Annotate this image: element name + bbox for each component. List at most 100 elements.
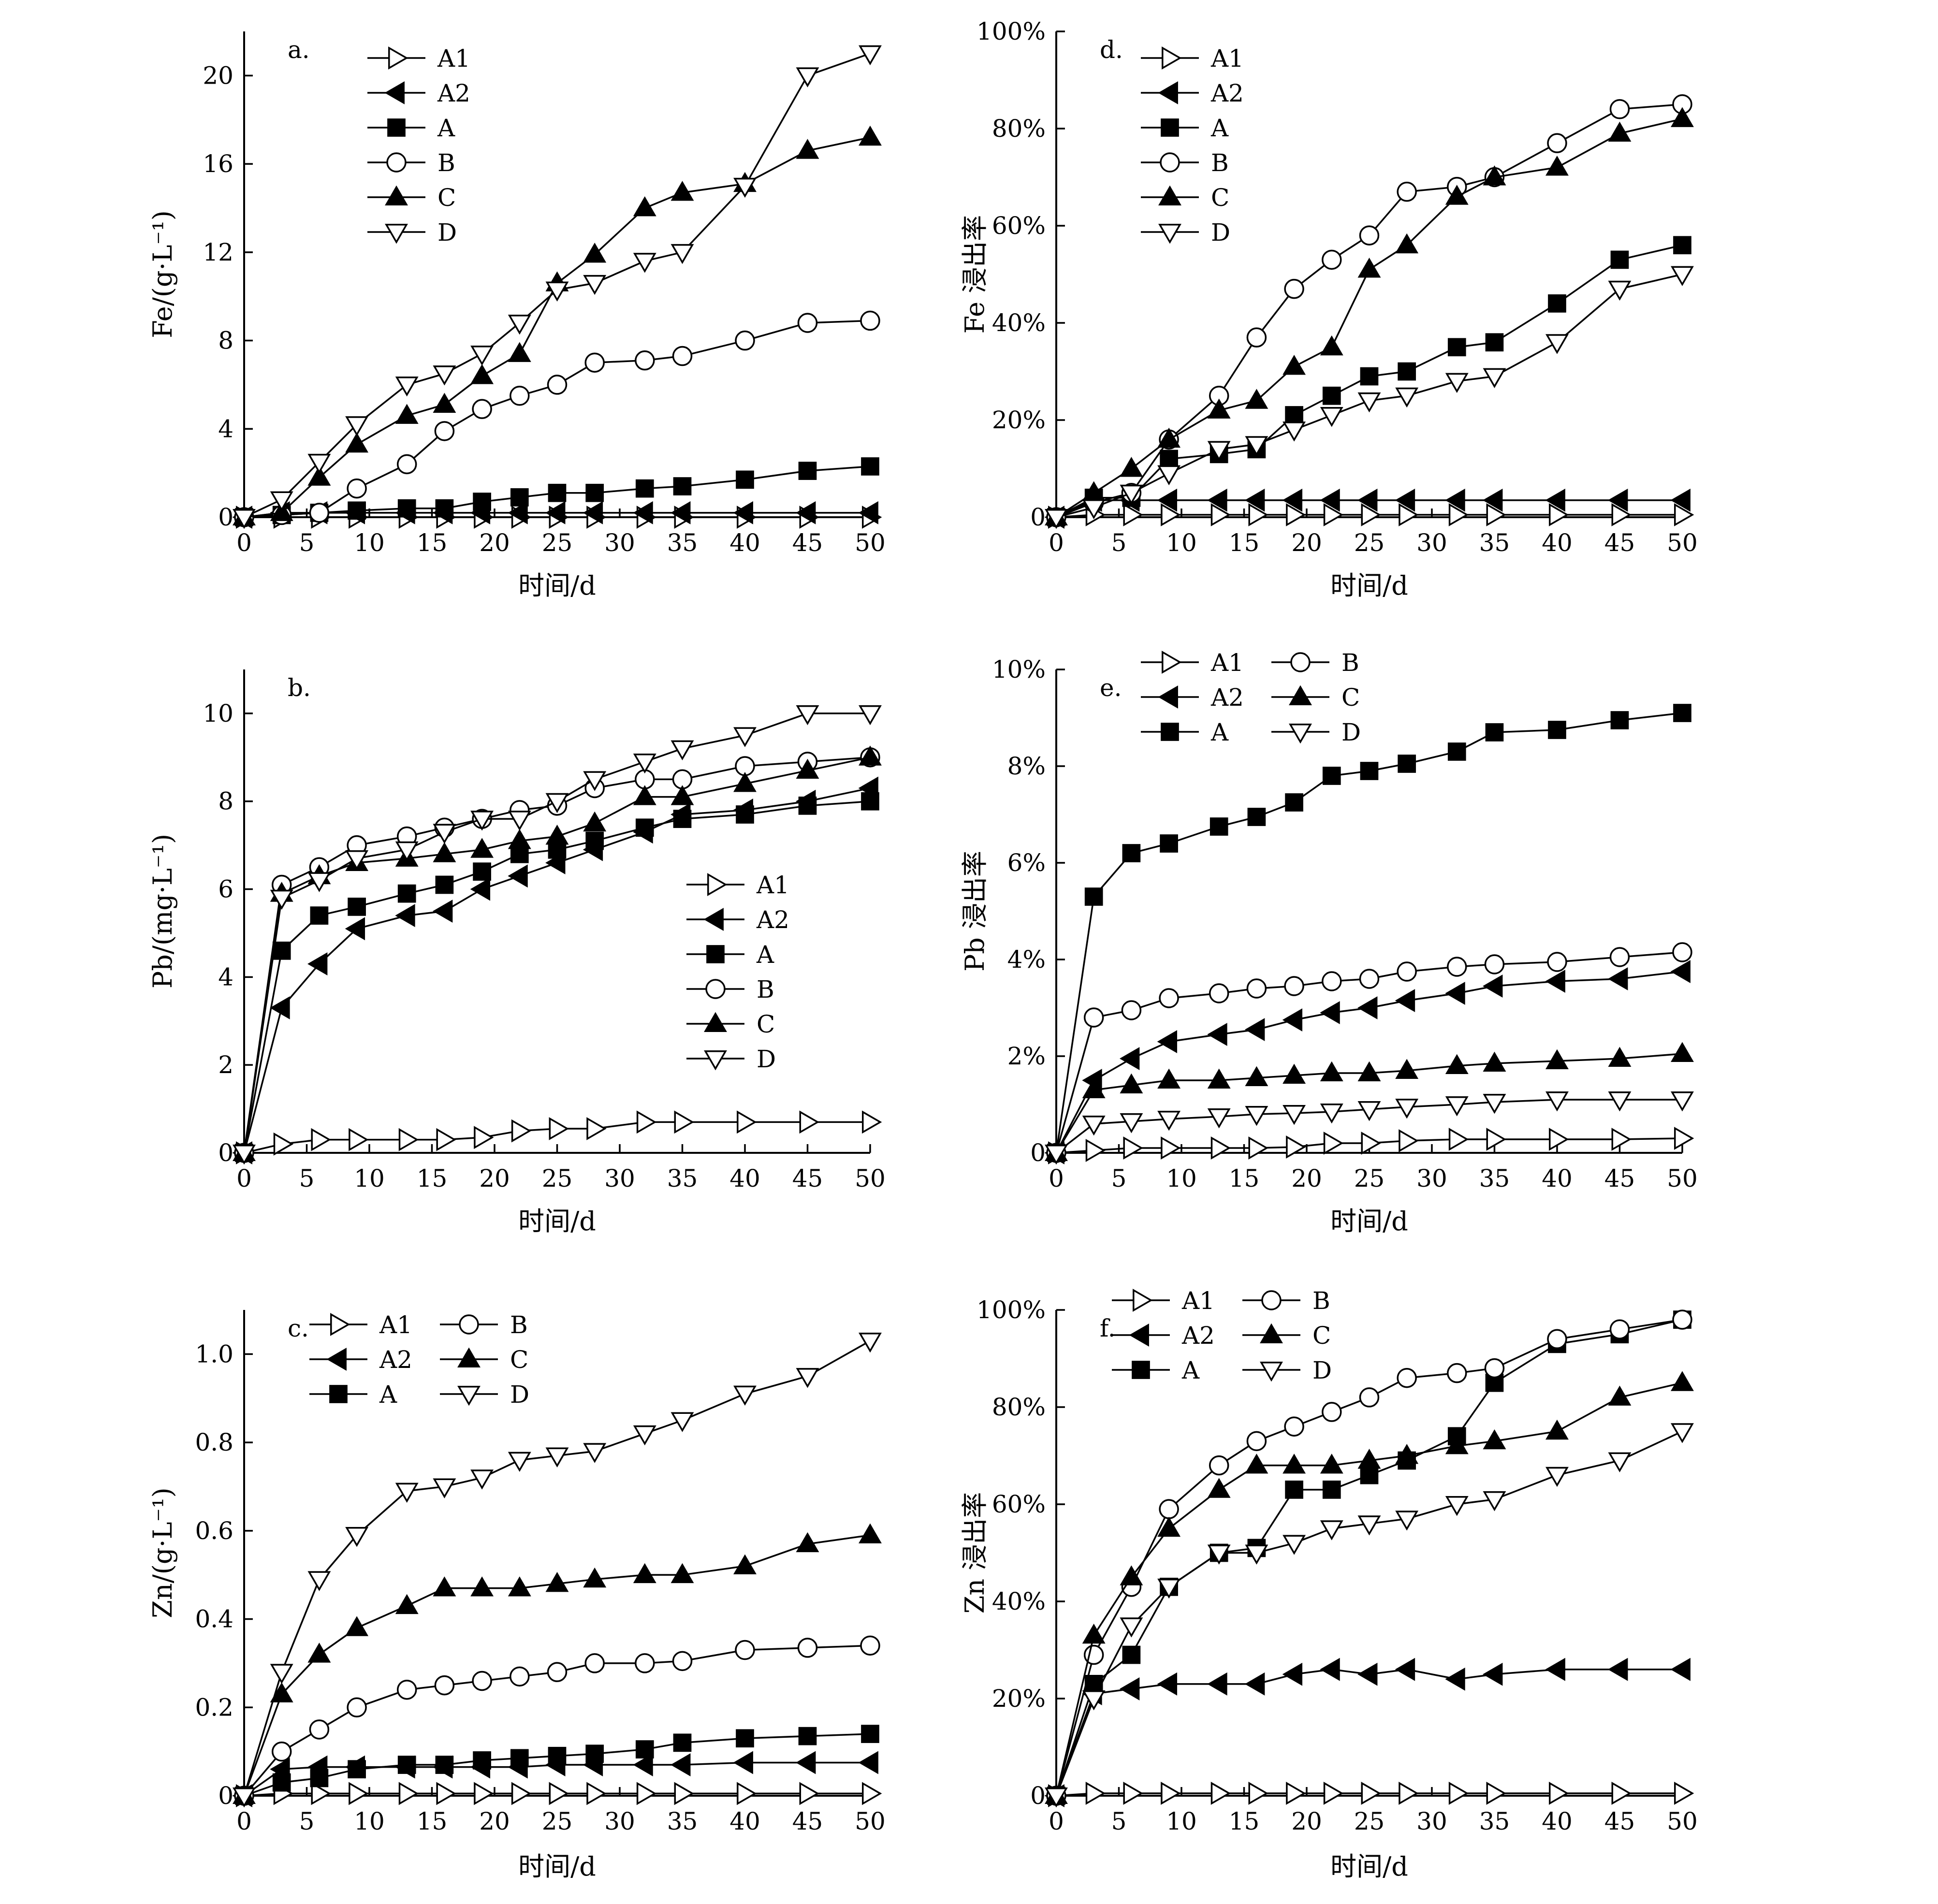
series-d [233,1333,882,1808]
data-point [635,1740,654,1759]
data-point [586,1117,607,1140]
data-point [584,1653,605,1673]
data-point [434,1675,455,1696]
x-tick-label: 45 [1604,529,1635,557]
data-point [1282,1008,1303,1032]
data-point [1357,1061,1381,1081]
data-point [1548,294,1566,313]
data-point [1122,1645,1141,1664]
data-point [1320,1453,1343,1474]
series-d [1045,1423,1694,1808]
x-tick-label: 45 [792,1164,823,1192]
data-point [1483,1491,1506,1512]
data-point [1545,156,1569,176]
y-tick-label: 0 [1030,1782,1046,1810]
data-point [470,346,494,366]
data-point [796,1751,816,1774]
y-tick-label: 8 [218,787,233,815]
legend-item: A2 [1112,1322,1215,1350]
panel-label: f. [1100,1314,1116,1342]
legend-label: A1 [1210,649,1244,677]
data-point [1120,457,1143,477]
data-point [737,1110,757,1134]
x-tick-label: 20 [1291,1807,1322,1835]
data-point [1320,1001,1340,1024]
data-point [862,1110,882,1134]
data-point [584,352,605,373]
data-point [1483,165,1506,186]
legend-item: A1 [367,44,470,73]
data-point [1483,488,1503,512]
data-point [1398,362,1416,381]
data-point [1083,1007,1104,1028]
legend-marker [388,46,408,70]
x-tick-label: 10 [1166,1807,1197,1835]
data-point [1320,407,1343,427]
data-point [583,501,603,524]
data-point [307,465,331,486]
data-point [397,499,416,518]
data-point [1320,1657,1340,1681]
x-tick-label: 20 [479,529,510,557]
legend-label: D [510,1381,529,1409]
data-point [1246,978,1267,999]
data-point [859,745,882,766]
data-point [1395,1511,1419,1531]
legend-label: C [1211,184,1229,212]
data-point [1157,1672,1178,1696]
series-line [244,136,871,518]
data-point [860,1635,880,1656]
data-point [733,501,753,524]
chart-panel-e: 0 5 10 15 20 25 30 35 40 45 50 0 2% 4% 6% 8% 10% e. 时间/d Pb… [960,649,1698,1236]
x-tick-label: 5 [299,1807,315,1835]
series-a1 [236,1782,882,1807]
y-tick-label: 8% [1007,752,1046,780]
data-point [737,1782,757,1805]
data-point [1483,368,1506,388]
data-point [859,125,882,146]
data-point [1445,1054,1469,1074]
legend-item: A1 [1112,1287,1215,1315]
data-point [796,67,819,87]
y-tick-label: 4% [1007,945,1046,974]
x-tick-label: 50 [1667,529,1698,557]
x-tick-label: 0 [1049,1164,1064,1192]
legend-label: D [1312,1356,1332,1384]
data-point [797,313,818,333]
data-point [1322,249,1342,270]
data-point [270,1664,293,1684]
legend-item: A [1141,718,1229,746]
y-tick-label: 2 [218,1051,233,1079]
data-point [1161,1782,1181,1805]
data-point [1286,1782,1306,1805]
data-point [670,1412,694,1432]
data-point [633,501,653,524]
legend-marker [1160,152,1180,173]
x-tick-label: 45 [1604,1807,1635,1835]
x-axis-title: 时间/d [1330,1206,1408,1236]
series-a [1047,236,1691,526]
x-tick-label: 15 [417,1807,448,1835]
series-d [233,45,882,529]
data-point [474,1126,494,1149]
legend-label: A2 [1181,1322,1215,1350]
data-point [1395,488,1415,512]
legend-label: B [1312,1287,1330,1315]
data-point [1672,942,1692,962]
data-point [1245,1066,1268,1086]
series-d [233,705,882,1165]
x-tick-label: 5 [1111,529,1127,557]
data-point [633,196,656,217]
legend-marker [384,81,405,104]
legend-marker [1260,1323,1283,1343]
data-point [1671,1423,1694,1443]
x-axis-title: 时间/d [518,1206,596,1236]
data-point [1361,503,1381,526]
data-point [1320,488,1340,512]
x-tick-label: 0 [1049,529,1064,557]
data-point [1323,1782,1344,1805]
data-point [510,1666,530,1687]
data-point [1545,1049,1569,1069]
x-tick-label: 0 [236,1807,252,1835]
